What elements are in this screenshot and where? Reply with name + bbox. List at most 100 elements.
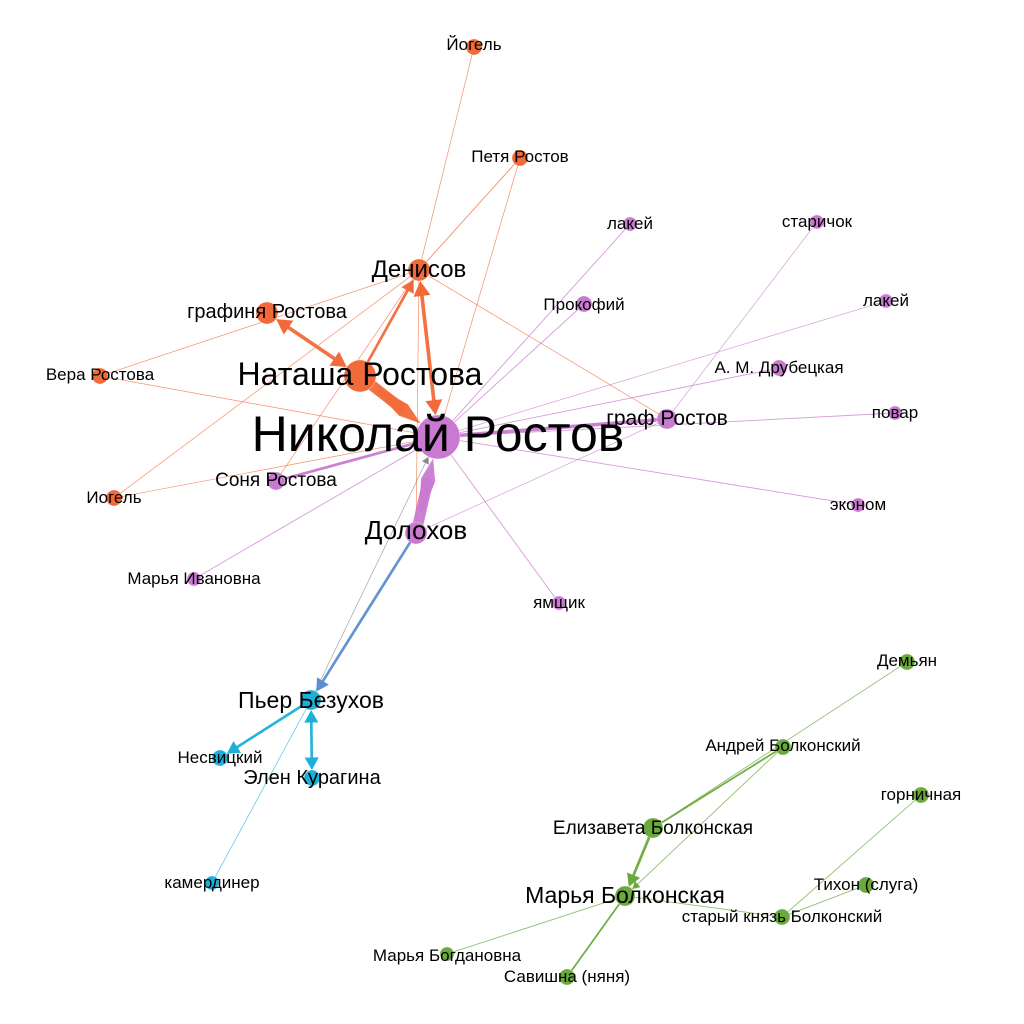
edge-wedge-dolokhov-nikolai — [419, 458, 436, 512]
node-label-pierre: Пьер Безухов — [238, 687, 384, 713]
node-label-marya_iv: Марья Ивановна — [127, 569, 261, 588]
node-label-lakei2: лакей — [863, 291, 909, 310]
node-label-grafinya: графиня Ростова — [187, 301, 348, 323]
node-label-iogel_bottom: Иогель — [86, 488, 141, 507]
node-marya_bogd[interactable] — [439, 946, 455, 962]
node-label-marya_bogd: Марья Богдановна — [373, 946, 522, 965]
node-natasha[interactable] — [343, 359, 377, 393]
edge-denisov-dolokhov — [415, 280, 420, 523]
edge-grafinya-natasha — [285, 324, 338, 362]
node-kamerdiner[interactable] — [204, 875, 220, 891]
node-lakei1[interactable] — [622, 216, 638, 232]
arrowhead-natasha-denisov — [401, 279, 414, 294]
node-label-vera: Вера Ростова — [46, 365, 155, 384]
node-label-lakei1: лакей — [607, 214, 653, 233]
node-lakei2[interactable] — [878, 293, 894, 309]
node-label-prokofiy: Прокофий — [543, 295, 624, 314]
edge-nikolai-yamshchik — [450, 454, 556, 598]
nodes-layer — [91, 38, 930, 986]
node-label-sonya: Соня Ростова — [215, 470, 337, 491]
node-nesvitsky[interactable] — [211, 749, 229, 767]
node-iogel_top[interactable] — [465, 38, 483, 56]
node-label-povar: повар — [872, 403, 918, 422]
arrowhead-elizaveta-marya_b — [627, 872, 641, 887]
edges-layer — [107, 54, 916, 972]
node-label-starichok: старичок — [782, 212, 853, 231]
edge-natasha-denisov — [366, 287, 410, 364]
edge-denisov-graf — [428, 275, 659, 415]
node-sonya[interactable] — [266, 471, 286, 491]
node-elizaveta[interactable] — [642, 817, 664, 839]
node-andrei[interactable] — [774, 738, 792, 756]
node-povar[interactable] — [887, 405, 903, 421]
node-label-ekonom: эконом — [830, 495, 886, 514]
arrowhead-nikolai-denisov — [413, 280, 431, 297]
edge-nikolai-marya_iv — [199, 447, 420, 576]
node-marya_iv[interactable] — [186, 571, 202, 587]
node-label-petya: Петя Ростов — [471, 147, 568, 166]
edge-iogel_top-denisov — [421, 54, 473, 260]
edge-nikolai-drubetskaya — [459, 369, 772, 434]
node-denisov[interactable] — [407, 258, 431, 282]
edge-vera-nikolai — [107, 377, 417, 434]
node-iogel_bottom[interactable] — [105, 489, 123, 507]
node-label-savishna: Савишна (няня) — [504, 967, 630, 986]
edge-marya_b-marya_bogd — [453, 898, 616, 953]
edge-marya_b-stariy_knyaz — [634, 896, 775, 917]
edge-tikhon-stariy_knyaz — [789, 887, 859, 915]
node-label-graf: граф Ростов — [606, 407, 728, 430]
node-label-tikhon: Тихон (слуга) — [814, 875, 919, 894]
node-prokofiy[interactable] — [575, 295, 593, 313]
node-drubetskaya[interactable] — [770, 359, 788, 377]
node-label-natasha: Наташа Ростова — [238, 356, 483, 392]
edge-dolokhov-pierre — [320, 540, 412, 684]
node-pierre[interactable] — [300, 689, 322, 711]
node-nikolai[interactable] — [415, 414, 461, 460]
edge-pierre-nikolai — [314, 461, 427, 692]
edge-gornichnaya-stariy_knyaz — [787, 799, 916, 913]
node-label-stariy_knyaz: старый князь Болконский — [682, 907, 882, 926]
node-elen[interactable] — [303, 769, 321, 787]
node-label-marya_b: Марья Болконская — [525, 882, 725, 908]
node-dolokhov[interactable] — [404, 521, 428, 545]
node-label-nesvitsky: Несвицкий — [178, 748, 263, 767]
arrowhead-natasha-grafinya — [276, 319, 294, 335]
edge-nikolai-sonya — [283, 441, 419, 480]
labels-layer: Йогель Петя Ростов Денисов графиня Ростова Н… — [46, 35, 961, 986]
arrowhead-grafinya-natasha — [329, 351, 347, 368]
edge-denisov-vera — [107, 273, 409, 374]
node-label-demyan: Демьян — [877, 651, 937, 670]
node-vera[interactable] — [91, 367, 109, 385]
node-tikhon[interactable] — [857, 876, 875, 894]
edge-nikolai-prokofiy — [453, 308, 579, 423]
node-savishna[interactable] — [558, 968, 576, 986]
edge-andrei-marya_b — [636, 752, 778, 886]
node-petya[interactable] — [511, 149, 529, 167]
arrowhead-pierre-nikolai — [421, 456, 429, 465]
node-label-yamshchik: ямщик — [533, 593, 585, 612]
edge-pierre-kamerdiner — [214, 708, 307, 878]
node-label-elizaveta: Елизавета Болконская — [553, 818, 753, 839]
node-demyan[interactable] — [898, 653, 916, 671]
node-gornichnaya[interactable] — [912, 786, 930, 804]
node-yamshchik[interactable] — [551, 595, 567, 611]
node-graf[interactable] — [656, 408, 678, 430]
arrowhead-pierre-elen — [304, 757, 319, 771]
edge-elizaveta-marya_b — [631, 835, 651, 879]
edge-denisov-iogel_bottom — [120, 276, 411, 494]
node-marya_b[interactable] — [614, 885, 636, 907]
node-starichok[interactable] — [809, 214, 825, 230]
arrowhead-dolokhov-pierre — [316, 677, 329, 692]
node-ekonom[interactable] — [850, 497, 866, 513]
arrowhead-denisov-nikolai — [425, 399, 443, 416]
node-label-denisov: Денисов — [372, 256, 467, 283]
arrowhead-andrei-marya_b — [632, 881, 641, 890]
node-label-gornichnaya: горничная — [881, 785, 962, 804]
edge-pierre-nesvitsky — [234, 704, 304, 750]
edge-wedge-natasha-nikolai — [376, 388, 421, 424]
edge-nikolai-ekonom — [459, 440, 852, 505]
node-stariy_knyaz[interactable] — [773, 908, 791, 926]
node-grafinya[interactable] — [255, 301, 279, 325]
